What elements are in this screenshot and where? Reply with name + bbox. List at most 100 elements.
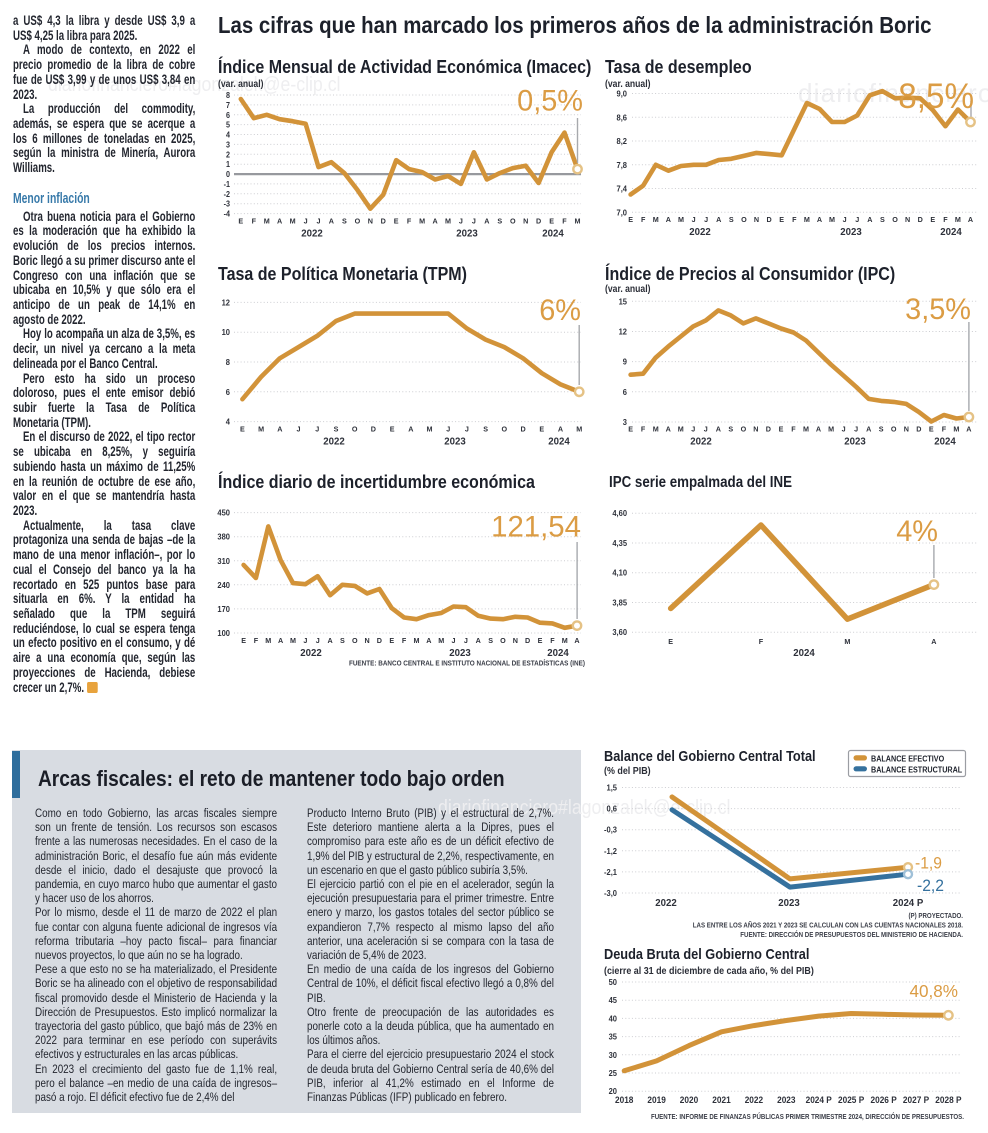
svg-text:J: J	[692, 215, 696, 224]
svg-text:A: A	[432, 217, 437, 226]
svg-text:2027 P: 2027 P	[903, 1095, 929, 1106]
svg-text:2024 P: 2024 P	[806, 1095, 832, 1106]
svg-text:F: F	[254, 636, 259, 645]
svg-text:J: J	[316, 636, 320, 645]
svg-text:F: F	[402, 636, 407, 645]
svg-text:2025 P: 2025 P	[838, 1095, 864, 1106]
svg-text:1: 1	[226, 160, 230, 169]
svg-text:M: M	[804, 215, 810, 224]
svg-text:A: A	[966, 425, 971, 434]
svg-text:A: A	[277, 425, 282, 434]
svg-text:E: E	[538, 636, 543, 645]
svg-text:2024: 2024	[940, 227, 962, 238]
svg-text:M: M	[290, 636, 296, 645]
svg-text:O: O	[500, 636, 506, 645]
svg-text:S: S	[340, 636, 345, 645]
svg-text:F: F	[791, 425, 796, 434]
svg-text:2023: 2023	[844, 436, 866, 447]
svg-text:A: A	[716, 215, 721, 224]
svg-text:BALANCE EFECTIVO: BALANCE EFECTIVO	[871, 754, 944, 763]
svg-text:M: M	[290, 217, 296, 226]
svg-text:J: J	[315, 425, 319, 434]
svg-text:F: F	[407, 217, 412, 226]
svg-text:2022: 2022	[301, 228, 323, 239]
svg-text:E: E	[240, 425, 245, 434]
svg-text:M: M	[265, 636, 271, 645]
svg-text:7,8: 7,8	[617, 161, 628, 170]
svg-text:-4: -4	[224, 209, 231, 218]
svg-text:J: J	[843, 215, 847, 224]
svg-text:4,35: 4,35	[612, 539, 627, 548]
svg-text:E: E	[628, 215, 633, 224]
svg-text:2024: 2024	[548, 436, 570, 447]
svg-text:M: M	[258, 425, 264, 434]
svg-text:4: 4	[226, 130, 231, 139]
svg-text:E: E	[929, 425, 934, 434]
svg-text:3,5%: 3,5%	[905, 294, 971, 326]
svg-text:25: 25	[609, 1069, 618, 1078]
svg-text:A: A	[574, 636, 579, 645]
svg-text:O: O	[502, 425, 508, 434]
svg-text:D: D	[377, 636, 382, 645]
svg-text:E: E	[779, 425, 784, 434]
svg-text:D: D	[525, 636, 530, 645]
svg-text:J: J	[446, 425, 450, 434]
svg-text:E: E	[390, 425, 395, 434]
svg-text:2024: 2024	[934, 436, 956, 447]
svg-text:N: N	[754, 215, 759, 224]
svg-text:2022: 2022	[323, 436, 345, 447]
svg-text:J: J	[303, 636, 307, 645]
svg-text:12: 12	[619, 327, 628, 336]
svg-text:E: E	[241, 636, 246, 645]
svg-text:FUENTE: DIRECCIÓN DE PRESUPUES: FUENTE: DIRECCIÓN DE PRESUPUESTOS DEL MI…	[740, 930, 963, 940]
svg-text:BALANCE ESTRUCTURAL: BALANCE ESTRUCTURAL	[871, 765, 963, 774]
svg-text:2023: 2023	[444, 436, 466, 447]
svg-text:40,8%: 40,8%	[910, 981, 958, 1002]
svg-text:A: A	[866, 425, 871, 434]
svg-text:100: 100	[217, 629, 230, 638]
svg-text:M: M	[562, 636, 568, 645]
svg-text:M: M	[427, 425, 433, 434]
svg-text:310: 310	[217, 557, 230, 566]
svg-text:(P) PROYECTADO.: (P) PROYECTADO.	[908, 913, 963, 920]
svg-text:M: M	[575, 217, 581, 226]
svg-text:20: 20	[609, 1087, 618, 1096]
svg-text:0,5%: 0,5%	[517, 85, 583, 117]
svg-text:J: J	[317, 217, 321, 226]
svg-text:6: 6	[226, 388, 231, 397]
svg-text:2023: 2023	[456, 228, 478, 239]
svg-text:2018: 2018	[615, 1095, 634, 1106]
svg-text:-0,3: -0,3	[604, 825, 618, 834]
svg-text:7: 7	[226, 101, 230, 110]
svg-text:-2: -2	[224, 190, 230, 199]
svg-text:N: N	[364, 636, 369, 645]
svg-text:D: D	[536, 217, 541, 226]
svg-text:A: A	[408, 425, 413, 434]
svg-text:2023: 2023	[777, 1095, 796, 1106]
svg-text:A: A	[931, 637, 936, 646]
svg-text:E: E	[238, 217, 243, 226]
svg-text:D: D	[371, 425, 376, 434]
svg-text:E: E	[389, 636, 394, 645]
svg-text:A: A	[327, 636, 332, 645]
svg-text:F: F	[641, 215, 646, 224]
svg-text:E: E	[549, 217, 554, 226]
svg-text:D: D	[381, 217, 386, 226]
svg-text:M: M	[576, 425, 582, 434]
svg-text:A: A	[716, 425, 721, 434]
svg-text:S: S	[879, 425, 884, 434]
svg-text:FUENTE: INFORME DE FINANZAS PÚ: FUENTE: INFORME DE FINANZAS PÚBLICAS PRI…	[651, 1112, 964, 1122]
svg-text:D: D	[916, 425, 921, 434]
svg-text:M: M	[653, 215, 659, 224]
svg-text:M: M	[844, 637, 850, 646]
svg-text:2022: 2022	[745, 1095, 764, 1106]
svg-text:0,6: 0,6	[607, 804, 618, 813]
svg-text:F: F	[562, 217, 567, 226]
svg-text:A: A	[558, 425, 563, 434]
svg-text:N: N	[513, 636, 518, 645]
svg-text:M: M	[264, 217, 270, 226]
svg-text:6: 6	[226, 111, 230, 120]
svg-text:O: O	[891, 425, 897, 434]
svg-text:-3: -3	[224, 199, 230, 208]
svg-text:E: E	[779, 215, 784, 224]
